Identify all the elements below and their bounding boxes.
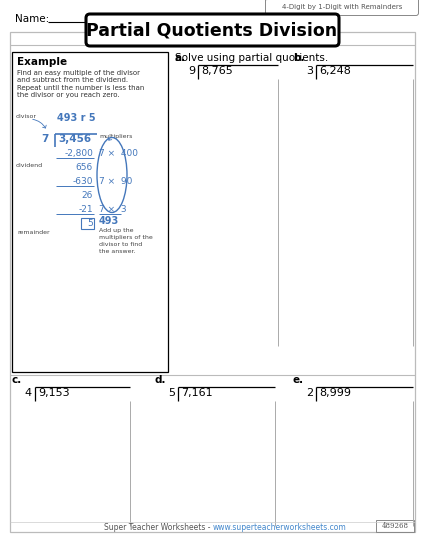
Text: 2: 2: [306, 388, 313, 398]
FancyBboxPatch shape: [86, 14, 339, 46]
Text: the answer.: the answer.: [99, 249, 136, 254]
Text: multipliers of the: multipliers of the: [99, 235, 153, 240]
Text: 9,153: 9,153: [38, 388, 70, 398]
Text: -2,800: -2,800: [64, 149, 93, 158]
Text: 7: 7: [42, 134, 49, 144]
Text: Add up the: Add up the: [99, 228, 133, 233]
Text: c.: c.: [12, 375, 22, 385]
Text: 4-Digit by 1-Digit with Remainders: 4-Digit by 1-Digit with Remainders: [282, 3, 402, 9]
Bar: [81, 218, 94, 229]
Text: Repeat until the number is less than: Repeat until the number is less than: [17, 85, 144, 91]
Text: divisor to find: divisor to find: [99, 242, 142, 247]
Text: 5: 5: [87, 219, 93, 228]
Text: 493 r 5: 493 r 5: [57, 113, 96, 123]
Text: a.: a.: [175, 53, 186, 63]
Text: 3,456: 3,456: [58, 134, 91, 144]
Text: www.superteacherworksheets.com: www.superteacherworksheets.com: [213, 524, 347, 532]
Text: 5: 5: [168, 388, 175, 398]
Text: 9: 9: [188, 66, 195, 76]
Text: 26: 26: [82, 191, 93, 200]
Text: 489268: 489268: [382, 522, 408, 530]
Text: 656: 656: [76, 163, 93, 172]
Text: Partial Quotients Division: Partial Quotients Division: [86, 22, 337, 40]
Text: Super Teacher Worksheets -: Super Teacher Worksheets -: [104, 524, 213, 532]
Text: 6,248: 6,248: [319, 66, 351, 76]
Text: dividend: dividend: [16, 163, 43, 168]
Bar: [12, 52, 168, 372]
Text: Name:: Name:: [15, 14, 49, 24]
Text: and subtract from the dividend.: and subtract from the dividend.: [17, 78, 128, 84]
Text: Solve using partial quotients.: Solve using partial quotients.: [175, 53, 328, 63]
Text: b.: b.: [293, 53, 304, 63]
Text: 7 ×  400: 7 × 400: [99, 149, 138, 158]
Text: 7,161: 7,161: [181, 388, 212, 398]
Bar: [376, 520, 414, 532]
Text: -630: -630: [73, 177, 93, 186]
Text: divisor: divisor: [16, 114, 37, 119]
Text: -21: -21: [78, 205, 93, 214]
Text: d.: d.: [155, 375, 167, 385]
Text: 4: 4: [25, 388, 32, 398]
Text: 8,999: 8,999: [319, 388, 351, 398]
Text: 7 ×  90: 7 × 90: [99, 177, 132, 186]
Text: 8,765: 8,765: [201, 66, 233, 76]
Text: Example: Example: [17, 57, 67, 67]
Text: 3: 3: [306, 66, 313, 76]
Text: 7 ×  3: 7 × 3: [99, 205, 127, 214]
Text: 493: 493: [99, 216, 119, 226]
Text: the divisor or you reach zero.: the divisor or you reach zero.: [17, 92, 119, 98]
Text: remainder: remainder: [17, 230, 50, 235]
Text: multipliers: multipliers: [99, 134, 132, 139]
Text: e.: e.: [293, 375, 304, 385]
Text: Find an easy multiple of the divisor: Find an easy multiple of the divisor: [17, 70, 140, 76]
